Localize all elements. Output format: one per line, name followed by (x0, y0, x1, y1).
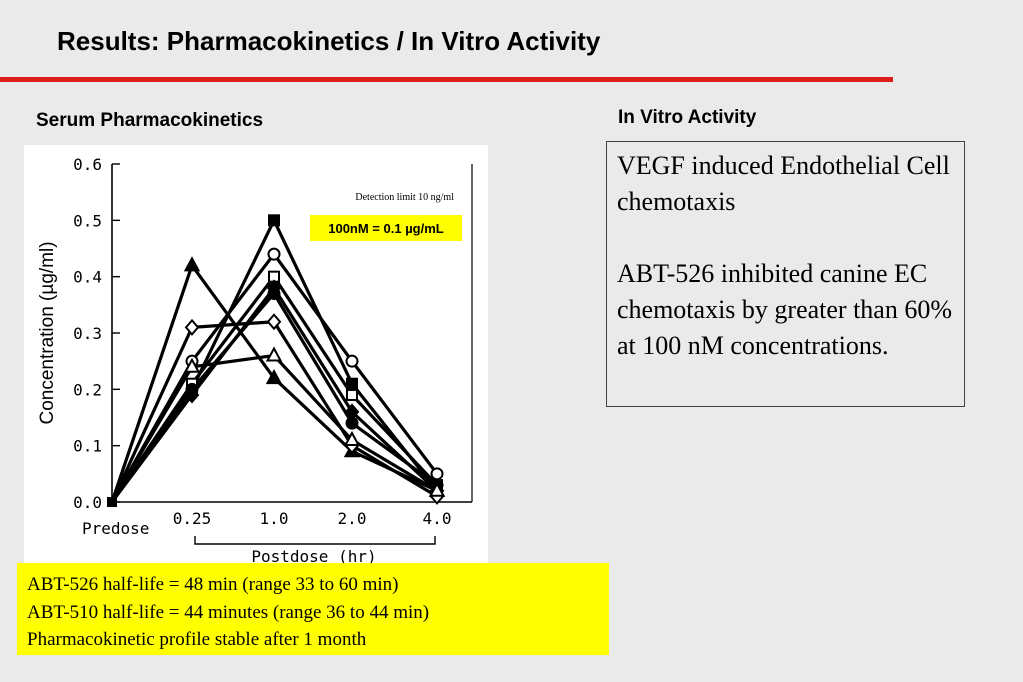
data-point-s2-3 (346, 377, 358, 390)
y-tick-label: 0.5 (73, 211, 102, 230)
serum-pk-heading: Serum Pharmacokinetics (36, 110, 264, 131)
x-tick-label: 0.25 (173, 509, 212, 528)
data-point-s3-2 (267, 247, 281, 261)
note-line: ABT-510 half-life = 44 minutes (range 36… (27, 601, 430, 623)
pk-chart: 0.0 0.1 0.2 0.3 0.4 0.5 0.6 Concentration (µg/m… (37, 155, 473, 565)
y-tick-label: 0.3 (73, 324, 102, 343)
data-point-s3-4 (430, 467, 444, 481)
in-vitro-textbox: VEGF induced Endothelial Cell chemotaxis… (606, 141, 965, 407)
data-point-s8-4 (428, 481, 446, 497)
note-line: ABT-526 half-life = 48 min (range 33 to … (27, 574, 399, 595)
page-title: Results: Pharmacokinetics / In Vitro Act… (57, 26, 601, 56)
data-point-s3-3 (345, 354, 359, 368)
note-line: Pharmacokinetic profile stable after 1 m… (27, 629, 367, 650)
data-point-s6-3 (344, 403, 360, 421)
data-point-s6-1 (184, 386, 200, 404)
y-tick-label: 0.6 (73, 155, 102, 174)
data-point-s8-2 (265, 346, 283, 362)
x-tick-label: 1.0 (260, 509, 289, 528)
y-axis-label: Concentration (µg/ml) (37, 241, 58, 424)
y-tick-label: 0.2 (73, 380, 102, 399)
pk-chart-panel: 0.0 0.1 0.2 0.3 0.4 0.5 0.6 Concentration (µg/m… (24, 145, 488, 565)
data-point-s4-3 (346, 388, 358, 401)
data-point-s8-3 (343, 430, 361, 447)
conversion-note: 100nM = 0.1 µg/mL (328, 221, 444, 236)
x-tick-label: 2.0 (338, 509, 367, 528)
data-point-s2-2 (268, 214, 280, 227)
title-divider (0, 77, 893, 82)
postdose-bracket (194, 536, 436, 545)
in-vitro-heading: In Vitro Activity (618, 107, 757, 128)
y-tick-label: 0.0 (73, 493, 102, 512)
conversion-note-box (310, 215, 462, 241)
data-point-s7-1 (184, 318, 200, 336)
data-point-s6-2 (266, 279, 282, 297)
data-point-predose (107, 497, 117, 507)
x-axis-label: Postdose (hr) (251, 547, 376, 565)
data-point-s7-2 (266, 313, 282, 331)
x-tick-label: 4.0 (423, 509, 452, 528)
y-tick-label: 0.1 (73, 437, 102, 456)
data-point-s8-1 (183, 357, 201, 373)
y-tick-label: 0.4 (73, 268, 102, 287)
data-point-s1-2 (265, 368, 283, 385)
data-point-s1-1 (183, 256, 201, 272)
half-life-notes: ABT-526 half-life = 48 min (range 33 to … (17, 563, 609, 655)
in-vitro-para-2: ABT-526 inhibited canine EC chemotaxis b… (617, 259, 952, 360)
detection-limit-note: Detection limit 10 ng/ml (355, 192, 454, 203)
in-vitro-para-1: VEGF induced Endothelial Cell chemotaxis (617, 151, 950, 216)
x-tick-label-predose: Predose (82, 519, 149, 538)
